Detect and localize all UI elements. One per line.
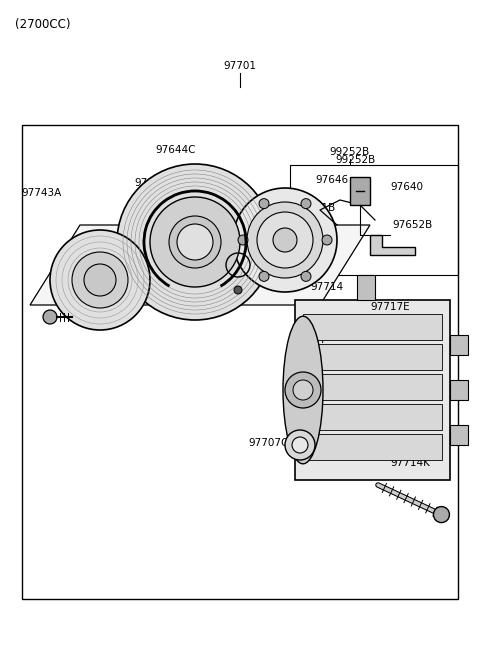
Text: 97714: 97714 — [310, 282, 343, 292]
Bar — [303, 344, 442, 370]
Text: 97640: 97640 — [390, 182, 423, 192]
Text: 97644C: 97644C — [155, 145, 195, 155]
Ellipse shape — [283, 316, 323, 464]
Bar — [350, 177, 370, 205]
Bar — [290, 165, 458, 275]
Text: 99252B: 99252B — [330, 147, 370, 157]
Text: 97711B: 97711B — [295, 203, 335, 213]
Text: 97701: 97701 — [224, 61, 256, 71]
Bar — [303, 374, 442, 400]
Circle shape — [247, 202, 323, 278]
Polygon shape — [370, 235, 415, 255]
Text: 97646B: 97646B — [250, 252, 290, 262]
Bar — [303, 434, 442, 460]
Circle shape — [273, 228, 297, 252]
Bar — [450, 425, 468, 445]
Circle shape — [234, 286, 242, 294]
Text: 97643E: 97643E — [226, 215, 265, 225]
Circle shape — [117, 164, 273, 320]
Bar — [450, 380, 468, 400]
Circle shape — [292, 437, 308, 453]
Circle shape — [301, 198, 311, 209]
Circle shape — [43, 310, 57, 324]
Text: 97643A: 97643A — [135, 178, 175, 188]
Circle shape — [84, 264, 116, 296]
Bar — [295, 300, 450, 480]
Circle shape — [169, 216, 221, 268]
Text: (2700CC): (2700CC) — [15, 18, 71, 31]
Circle shape — [259, 198, 269, 209]
Circle shape — [322, 235, 332, 245]
Text: 97707C: 97707C — [248, 438, 288, 448]
Circle shape — [257, 212, 313, 268]
Bar — [450, 335, 468, 355]
Bar — [22, 125, 458, 599]
Circle shape — [285, 430, 315, 460]
Text: 99252B: 99252B — [335, 155, 375, 165]
Bar — [303, 404, 442, 430]
Circle shape — [259, 271, 269, 282]
Circle shape — [150, 197, 240, 287]
Text: 97717E: 97717E — [370, 302, 409, 312]
Circle shape — [293, 380, 313, 400]
Circle shape — [285, 372, 321, 408]
Text: 97646: 97646 — [315, 175, 348, 185]
Circle shape — [72, 252, 128, 308]
Circle shape — [238, 235, 248, 245]
Circle shape — [50, 230, 150, 330]
Text: 97714K: 97714K — [390, 458, 430, 468]
Bar — [357, 275, 375, 300]
Circle shape — [433, 506, 449, 523]
Circle shape — [177, 224, 213, 260]
Polygon shape — [30, 225, 370, 305]
Text: 97717F: 97717F — [288, 335, 327, 345]
Text: 97743A: 97743A — [22, 188, 62, 198]
Bar — [303, 314, 442, 340]
Circle shape — [233, 188, 337, 292]
Circle shape — [301, 271, 311, 282]
Text: 97652B: 97652B — [392, 220, 432, 230]
Text: 97643E: 97643E — [226, 203, 265, 213]
